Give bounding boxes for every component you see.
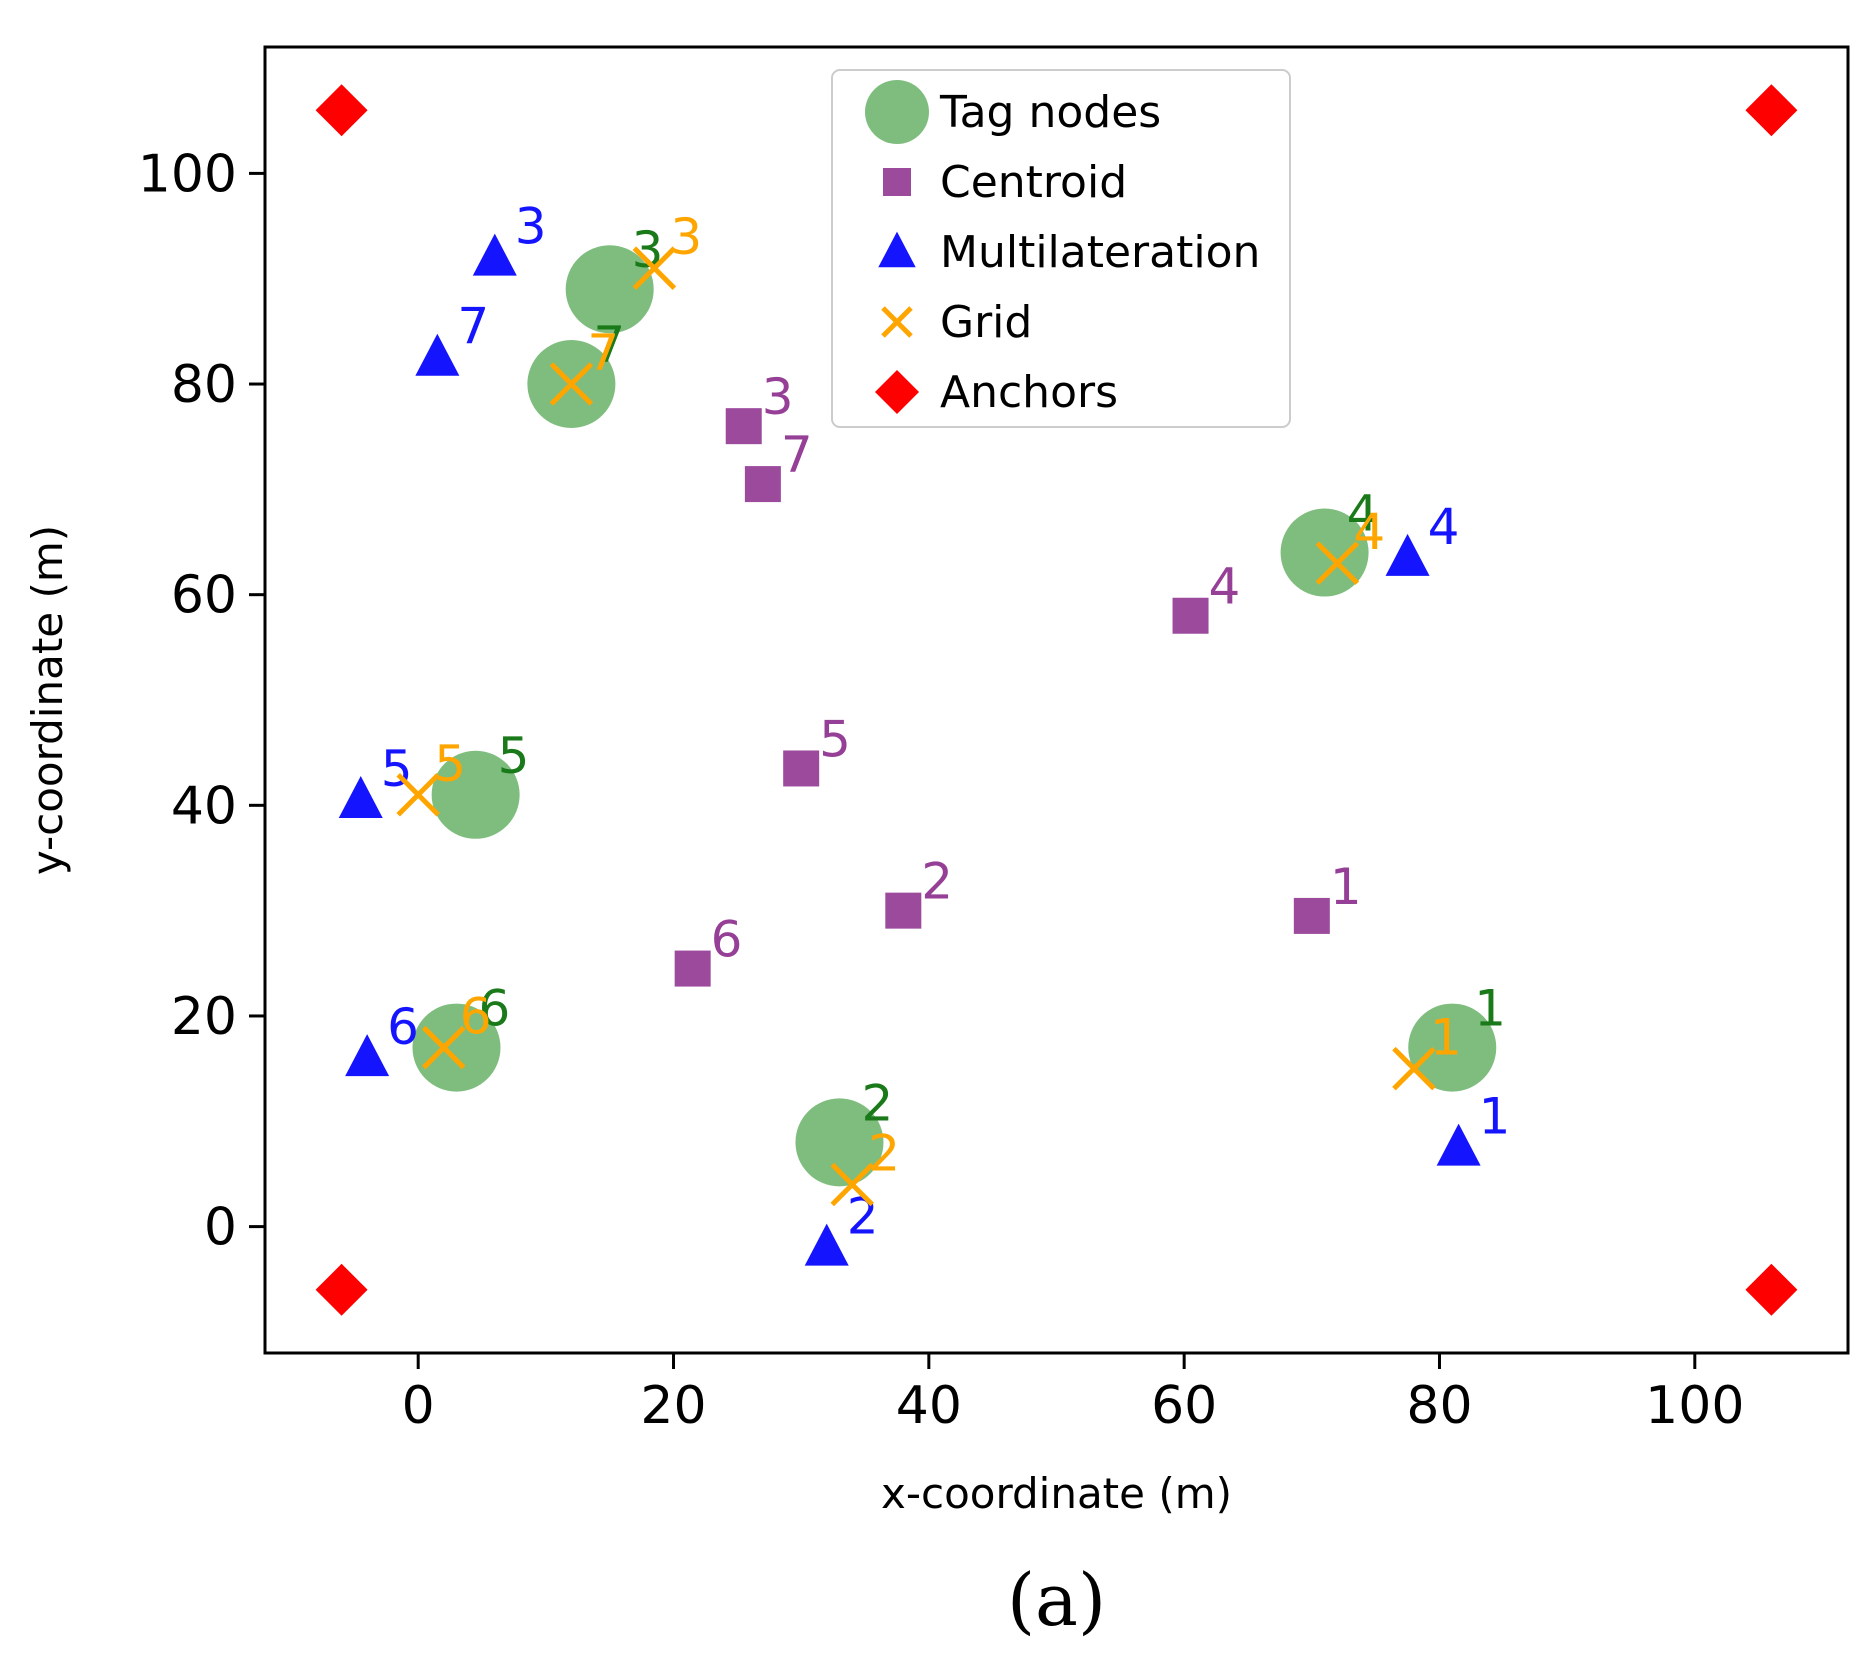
- x-tick-label: 0: [402, 1376, 435, 1436]
- x-tick-label: 40: [896, 1376, 962, 1436]
- x-stroke: [549, 362, 594, 406]
- point-label: 5: [819, 710, 851, 768]
- grid-point: [396, 773, 440, 817]
- x-stroke: [1392, 1046, 1436, 1091]
- y-tick-label: 100: [138, 144, 237, 204]
- legend-box: [831, 69, 1291, 428]
- tag-node-point: [565, 245, 654, 334]
- point-label: 7: [587, 324, 619, 382]
- anchor-point: [1745, 84, 1798, 137]
- centroid-point: [1293, 897, 1330, 934]
- series-multilateration: 1 2 3 4 5 6 7: [338, 198, 1511, 1266]
- anchor-point: [1745, 1263, 1798, 1316]
- x-stroke: [421, 1025, 466, 1070]
- point-label: 4: [1209, 558, 1241, 616]
- x-tick-label: 60: [1151, 1376, 1217, 1436]
- x-stroke: [830, 1162, 875, 1207]
- point-label: 5: [381, 740, 413, 798]
- y-tick-label: 40: [171, 776, 237, 836]
- tag-node-point: [431, 750, 520, 839]
- legend-label: Centroid: [940, 157, 1127, 208]
- centroid-point: [725, 408, 762, 445]
- grid-point: [1392, 1046, 1436, 1091]
- point-label: 1: [1330, 858, 1362, 916]
- x-axis-label: x-coordinate (m): [881, 1469, 1232, 1518]
- grid-point: [1315, 541, 1360, 585]
- grid-point: [549, 362, 594, 406]
- point-label: 6: [387, 998, 419, 1056]
- x-stroke: [1315, 541, 1360, 585]
- grid-point: [632, 246, 677, 290]
- point-label: 4: [1353, 503, 1385, 561]
- point-label: 7: [593, 316, 625, 374]
- point-label: 2: [921, 853, 953, 911]
- y-tick-label: 60: [171, 566, 237, 626]
- point-label: 4: [1347, 485, 1379, 543]
- grid-point: [830, 1162, 875, 1207]
- multilateration-point: [804, 1223, 849, 1266]
- legend-marker-circle: [865, 80, 929, 144]
- tag-node-point: [1408, 1003, 1497, 1092]
- centroid-point: [1172, 597, 1209, 634]
- point-label: 6: [478, 980, 510, 1038]
- multilateration-point: [1436, 1123, 1481, 1166]
- y-tick-label: 0: [204, 1198, 237, 1258]
- y-tick-label: 80: [171, 355, 237, 415]
- point-label: 2: [861, 1074, 893, 1132]
- grid-point: [421, 1025, 466, 1070]
- legend-label: Grid: [940, 297, 1032, 348]
- x-stroke: [632, 246, 677, 290]
- centroid-point: [783, 750, 820, 787]
- x-tick-label: 20: [640, 1376, 706, 1436]
- point-label: 5: [498, 727, 530, 785]
- point-label: 3: [762, 368, 794, 426]
- series-centroid: 1 2 3 4 5 6 7: [674, 368, 1362, 987]
- panel-label: (a): [1007, 1558, 1106, 1642]
- legend: Tag nodes Centroid Multilateration Grid Anch…: [831, 69, 1291, 428]
- multilateration-point: [338, 776, 383, 819]
- anchor-point: [315, 1263, 368, 1316]
- x-stroke: [396, 773, 440, 817]
- y-tick-label: 20: [171, 987, 237, 1047]
- multilateration-point: [472, 233, 517, 276]
- y-axis-label: y-coordinate (m): [23, 525, 72, 875]
- point-label: 5: [434, 735, 466, 793]
- legend-label: Anchors: [940, 367, 1118, 418]
- point-label: 6: [711, 911, 743, 969]
- legend-label: Tag nodes: [939, 87, 1161, 138]
- x-stroke: [881, 306, 913, 338]
- x-tick-label: 80: [1406, 1376, 1472, 1436]
- legend-marker-square: [883, 168, 911, 196]
- legend-marker-triangle: [878, 231, 916, 268]
- point-label: 1: [1474, 980, 1506, 1038]
- legend-marker-diamond: [875, 370, 919, 414]
- axis-ticks: 0 20 40 60 80 100 0 20 40 60 80 100: [138, 144, 1745, 1436]
- legend-marker-x: [881, 306, 913, 338]
- point-label: 7: [457, 298, 489, 356]
- plot-frame: [263, 45, 1850, 1355]
- centroid-point: [885, 892, 922, 929]
- x-tick-label: 100: [1645, 1376, 1744, 1436]
- point-label: 1: [1430, 1009, 1462, 1067]
- series-anchors: [315, 84, 1798, 1316]
- point-label: 7: [781, 426, 813, 484]
- tag-node-point: [795, 1098, 884, 1187]
- point-label: 2: [868, 1124, 900, 1182]
- multilateration-point: [415, 333, 460, 376]
- point-label: 1: [1479, 1088, 1511, 1146]
- anchor-point: [315, 84, 368, 137]
- multilateration-point: [345, 1034, 390, 1077]
- tag-node-point: [412, 1003, 501, 1092]
- multilateration-point: [1385, 533, 1430, 576]
- series-grid: 1 2 3 4 5 6 7: [396, 208, 1462, 1207]
- point-label: 4: [1428, 498, 1460, 556]
- point-label: 6: [460, 988, 492, 1046]
- legend-label: Multilateration: [940, 227, 1260, 278]
- point-label: 3: [515, 198, 547, 256]
- point-label: 3: [670, 208, 702, 266]
- centroid-point: [744, 466, 781, 503]
- centroid-point: [674, 950, 711, 987]
